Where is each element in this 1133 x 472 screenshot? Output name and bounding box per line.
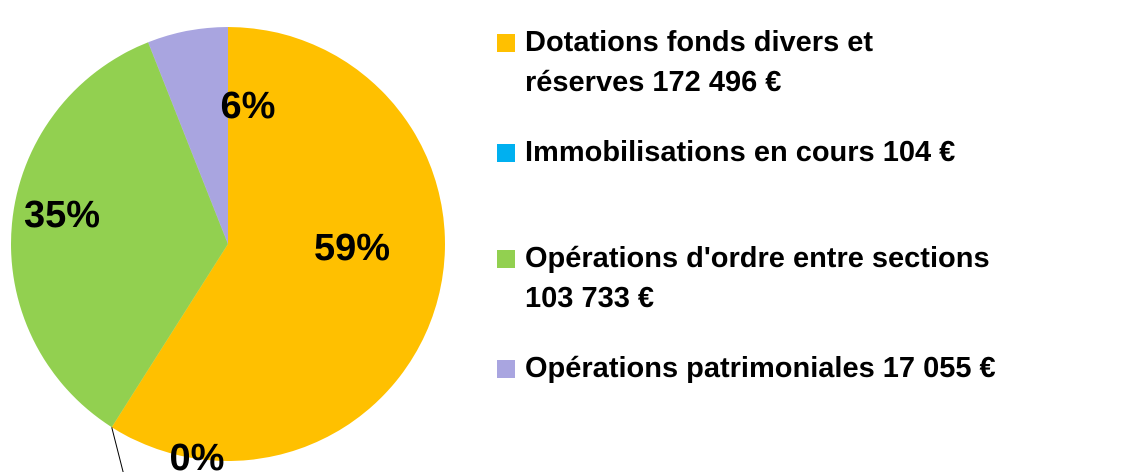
legend-item: Dotations fonds divers et réserves 172 4… xyxy=(497,22,873,102)
legend-label: Dotations fonds divers et réserves 172 4… xyxy=(525,26,874,98)
pie-slice xyxy=(111,27,446,461)
data-label: 35% xyxy=(24,194,100,236)
leader-line xyxy=(111,427,124,472)
legend-swatch xyxy=(497,250,515,268)
data-label: 6% xyxy=(221,85,276,127)
pie-slice xyxy=(148,27,228,244)
legend-swatch xyxy=(497,360,515,378)
legend-item: Immobilisations en cours 104 € xyxy=(497,132,955,172)
data-label: 59% xyxy=(314,227,390,269)
legend-swatch xyxy=(497,34,515,52)
data-label: 0% xyxy=(170,437,225,472)
legend-label: Opérations patrimoniales 17 055 € xyxy=(525,352,996,384)
pie-slice xyxy=(11,42,229,428)
legend-label: Immobilisations en cours 104 € xyxy=(525,136,956,168)
legend-item: Opérations patrimoniales 17 055 € xyxy=(497,348,996,388)
legend-label: Opérations d'ordre entre sections 103 73… xyxy=(525,242,990,314)
legend-item: Opérations d'ordre entre sections 103 73… xyxy=(497,238,990,318)
legend-swatch xyxy=(497,144,515,162)
